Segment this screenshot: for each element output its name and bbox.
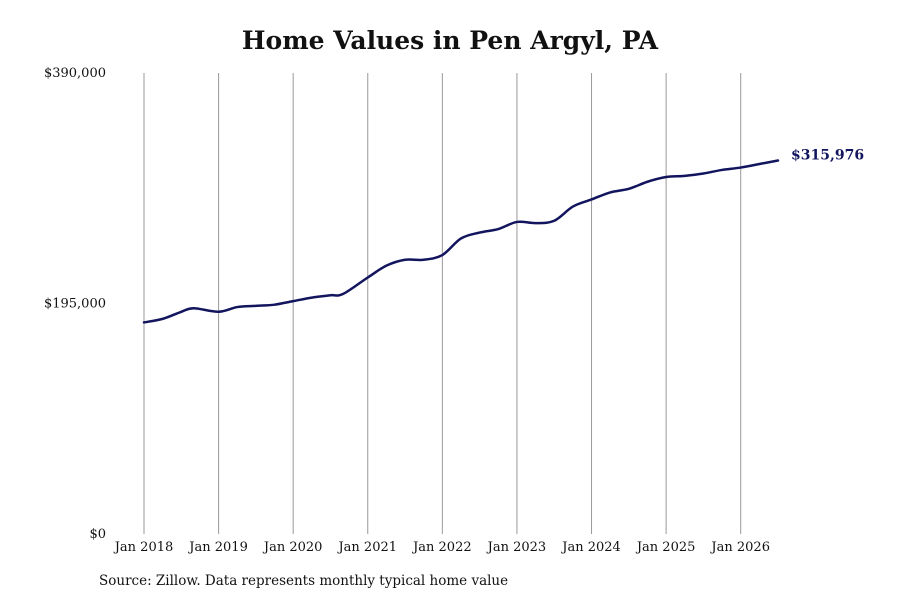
end-value-label: $315,976 xyxy=(791,148,864,164)
x-tick-label: Jan 2019 xyxy=(187,540,248,555)
x-tick-label: Jan 2022 xyxy=(411,540,472,555)
x-tick-label: Jan 2026 xyxy=(709,540,770,555)
x-axis-ticks: Jan 2018 Jan 2019 Jan 2020 Jan 2021 Jan 2022… xyxy=(113,540,770,555)
y-axis-ticks: $0 $195,000 $390,000 xyxy=(44,66,106,542)
x-tick-label: Jan 2023 xyxy=(486,540,547,555)
y-tick-label: $195,000 xyxy=(44,297,106,312)
series-layer xyxy=(142,159,780,324)
x-tick-label: Jan 2018 xyxy=(113,540,174,555)
source-note: Source: Zillow. Data represents monthly … xyxy=(99,573,509,589)
x-tick-label: Jan 2021 xyxy=(336,540,397,555)
end-label-layer: $315,976 xyxy=(791,148,864,164)
x-tick-label: Jan 2024 xyxy=(560,540,621,555)
chart-title: Home Values in Pen Argyl, PA xyxy=(241,26,659,55)
x-tick-label: Jan 2025 xyxy=(635,540,696,555)
home-value-line xyxy=(142,159,780,324)
y-tick-label: $390,000 xyxy=(44,66,106,81)
y-tick-label: $0 xyxy=(89,527,106,542)
x-tick-label: Jan 2020 xyxy=(262,540,323,555)
grid-lines xyxy=(143,73,742,534)
